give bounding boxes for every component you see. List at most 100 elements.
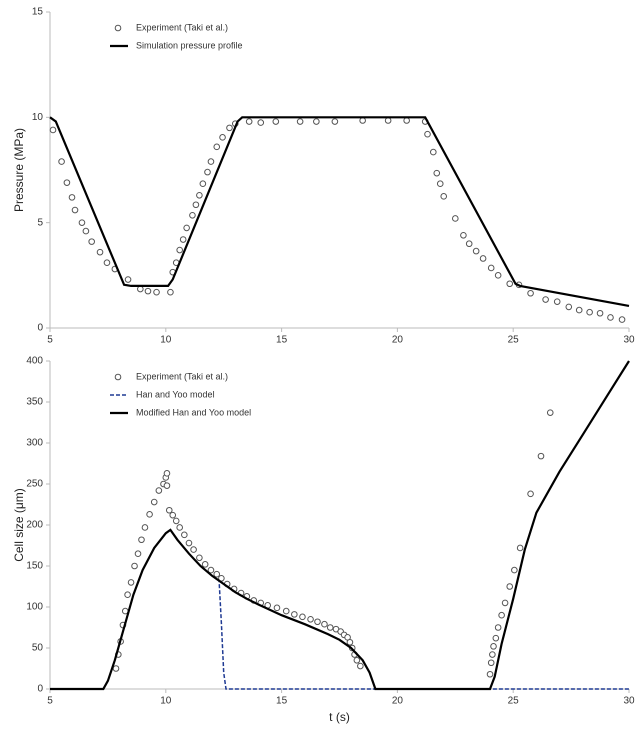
data-point	[150, 498, 158, 506]
data-point	[112, 665, 120, 672]
data-point	[282, 607, 290, 615]
data-point	[207, 566, 215, 574]
data-point	[138, 536, 145, 544]
data-point	[291, 611, 298, 618]
x-tick-label: 5	[47, 696, 53, 707]
y-tick-label: 10	[32, 112, 44, 123]
data-point	[487, 659, 495, 667]
data-point	[321, 620, 328, 628]
data-point	[192, 201, 200, 209]
y-tick-label: 200	[26, 520, 43, 531]
data-point	[213, 570, 221, 578]
data-point	[82, 227, 90, 235]
x-tick-label: 15	[276, 335, 288, 346]
data-point	[433, 169, 441, 177]
y-tick-label: 250	[26, 479, 43, 490]
data-point	[153, 288, 160, 296]
data-point	[163, 482, 171, 489]
data-point	[501, 599, 509, 607]
y-tick-label: 0	[37, 684, 43, 695]
series-line	[211, 575, 629, 690]
y-axis-title: Pressure (MPa)	[12, 128, 26, 212]
x-axis-title: t (s)	[329, 710, 350, 724]
data-point	[498, 611, 505, 619]
data-point	[124, 276, 132, 283]
data-point	[465, 240, 473, 248]
legend-label: Experiment (Taki et al.)	[136, 22, 228, 32]
data-point	[127, 579, 135, 586]
data-point	[190, 546, 197, 553]
series-line	[49, 116, 630, 307]
data-point	[511, 566, 518, 574]
x-tick-label: 20	[392, 335, 404, 346]
data-point	[537, 452, 545, 460]
x-tick-label: 10	[160, 335, 172, 346]
series-line	[50, 360, 630, 691]
data-point	[506, 280, 514, 288]
data-point	[176, 246, 183, 254]
data-point	[131, 562, 138, 570]
data-point	[326, 624, 334, 631]
data-point	[357, 662, 364, 670]
data-point	[204, 168, 211, 176]
data-point	[141, 524, 149, 531]
data-point	[78, 219, 86, 226]
data-point	[172, 517, 180, 525]
data-point	[596, 309, 604, 317]
y-tick-label: 400	[26, 356, 43, 367]
data-point	[176, 524, 183, 531]
legend-label: Simulation pressure profile	[136, 40, 243, 50]
data-point	[185, 539, 193, 547]
data-point	[494, 272, 502, 279]
x-tick-label: 30	[623, 696, 635, 707]
x-tick-label: 5	[47, 335, 53, 346]
data-point	[199, 180, 207, 187]
data-point	[542, 296, 549, 303]
data-point	[452, 215, 459, 222]
y-tick-label: 15	[32, 7, 44, 18]
data-point	[353, 657, 361, 664]
y-axis-title: Cell size (μm)	[12, 488, 26, 562]
data-point	[88, 238, 95, 245]
data-point	[96, 248, 104, 256]
data-point	[565, 303, 573, 311]
y-tick-label: 350	[26, 397, 43, 408]
y-tick-label: 300	[26, 438, 43, 449]
data-point	[169, 511, 177, 519]
data-point	[492, 634, 500, 642]
data-point	[424, 130, 431, 138]
data-point	[71, 206, 79, 214]
y-tick-label: 5	[37, 217, 43, 228]
data-point	[486, 670, 494, 678]
data-point	[299, 613, 306, 621]
y-tick-label: 0	[37, 323, 43, 334]
data-point	[207, 158, 215, 165]
data-point	[460, 232, 467, 239]
x-tick-label: 25	[508, 335, 520, 346]
data-point	[179, 236, 187, 243]
data-point	[226, 124, 233, 132]
data-point	[494, 624, 502, 631]
data-point	[436, 180, 444, 187]
data-point	[607, 314, 614, 321]
y-tick-label: 100	[26, 602, 43, 613]
x-tick-label: 20	[392, 696, 404, 707]
x-tick-label: 30	[623, 335, 635, 346]
data-point	[137, 285, 144, 293]
data-point	[575, 306, 583, 314]
data-point	[479, 255, 487, 262]
data-point	[472, 247, 480, 255]
data-point	[313, 118, 320, 125]
data-point	[213, 143, 221, 151]
data-point	[553, 298, 561, 305]
data-point	[546, 409, 554, 416]
data-point	[384, 117, 392, 124]
legend-marker	[114, 24, 122, 32]
x-tick-label: 10	[160, 696, 172, 707]
legend: Experiment (Taki et al.) Simulation press…	[110, 22, 243, 50]
data-point	[487, 264, 495, 272]
data-point	[155, 487, 163, 494]
legend-label: Han and Yoo model	[136, 389, 215, 399]
data-point	[63, 179, 71, 186]
